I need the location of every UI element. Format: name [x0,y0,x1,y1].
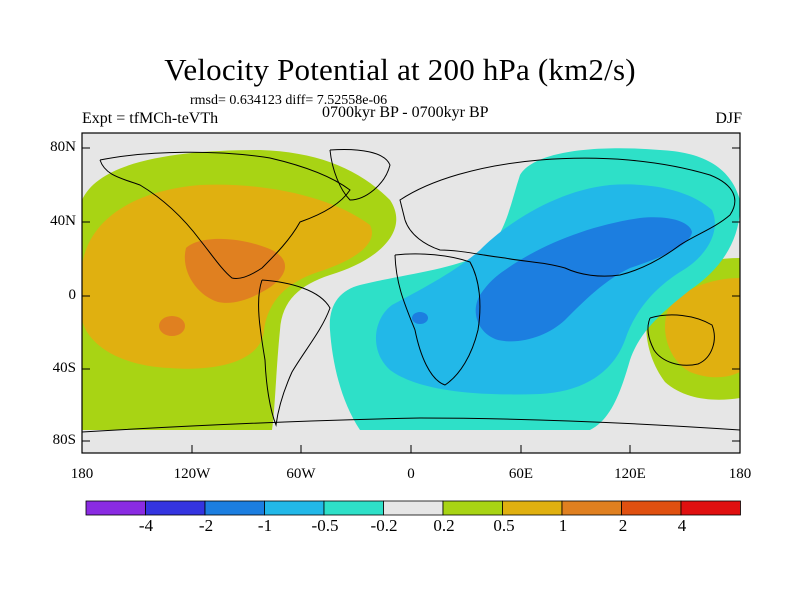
negative-contour-1 [475,217,692,342]
colorbar-label: 1 [558,516,568,535]
colorbar [85,500,741,516]
x-tick-label: 0 [407,466,415,482]
colorbar-label: -0.2 [370,516,398,535]
coastline-south-america [258,279,331,427]
colorbar-label: -2 [198,516,214,535]
colorbar-box [680,500,741,516]
x-tick-label: 180 [728,466,752,482]
experiment-label: Expt = tfMCh-teVTh [82,110,219,127]
colorbar-label: -1 [257,516,273,535]
coastlines [82,149,740,433]
positive-contour-0.5-east [664,278,740,378]
colorbar-box [204,500,265,516]
colorbar-label: -0.5 [311,516,339,535]
coastline-eurasia [399,157,736,277]
colorbar-box [323,500,384,516]
colorbar-label: 0.2 [433,516,455,535]
x-tick-label: 180 [70,466,94,482]
colorbar-box [561,500,622,516]
colorbar-box [264,500,325,516]
coastline-antarctica [82,417,740,433]
y-tick-label: 40S [52,360,76,376]
coastline-africa [394,253,481,386]
stats-text: rmsd= 0.634123 diff= 7.52558e-06 [190,93,388,108]
coastline-greenland [329,149,391,201]
colorbar-box [442,500,503,516]
colorbar-box [383,500,444,516]
season-label: DJF [715,110,742,127]
x-tick-label: 60E [508,466,534,482]
colorbar-label: 2 [618,516,628,535]
x-tick-label: 120E [614,466,646,482]
y-tick-label: 40N [50,213,76,229]
x-tick-label: 120W [173,466,211,482]
y-tick-label: 80S [52,432,76,448]
colorbar-label: 0.5 [493,516,515,535]
colorbar-label: -4 [138,516,154,535]
coastline-north-america [99,151,351,279]
colorbar-box [145,500,206,516]
negative-contour-1-west [412,312,428,324]
colorbar-label: 4 [677,516,687,535]
positive-contour-1-south [159,316,185,336]
colorbar-box [85,500,146,516]
colorbar-box [502,500,563,516]
coastline-australia [647,314,715,366]
x-tick-label: 60W [286,466,316,482]
y-tick-label: 0 [68,287,77,303]
period-label: 0700kyr BP - 0700kyr BP [322,104,489,121]
axis-ticks [81,147,741,453]
y-tick-label: 80N [50,139,76,155]
contour-field [82,133,740,453]
plot-title: Velocity Potential at 200 hPa (km2/s) [164,52,636,87]
colorbar-box [621,500,682,516]
